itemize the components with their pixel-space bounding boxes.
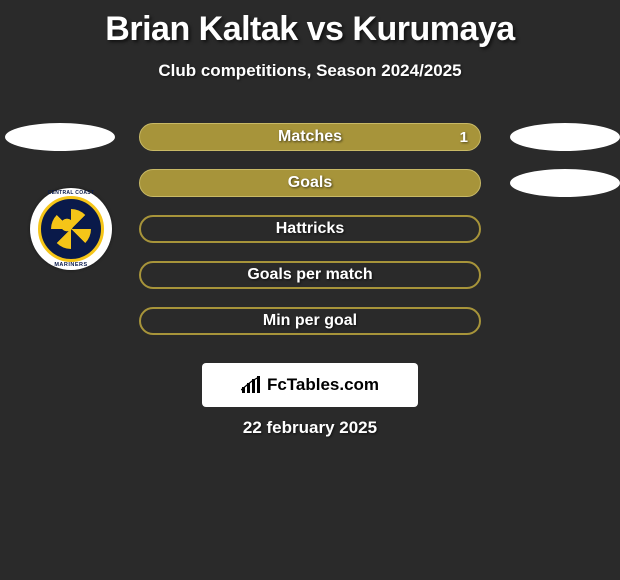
- bar-chart-icon: [241, 376, 263, 394]
- left-score-pill: [5, 123, 115, 151]
- stat-label: Hattricks: [276, 220, 344, 238]
- badge-bottom-text: MARINERS: [30, 262, 112, 268]
- badge-swirl-icon: [51, 209, 91, 249]
- stat-bar: Hattricks: [139, 215, 481, 243]
- stat-bar: Min per goal: [139, 307, 481, 335]
- stat-bar: Goals per match: [139, 261, 481, 289]
- team-badge-left: CENTRAL COAST MARINERS: [30, 188, 112, 270]
- right-score-pill: [510, 123, 620, 151]
- date-label: 22 february 2025: [0, 418, 620, 438]
- site-logo-text: FcTables.com: [267, 375, 379, 395]
- badge-ring: [38, 196, 104, 262]
- page-title: Brian Kaltak vs Kurumaya: [0, 10, 620, 49]
- page-subtitle: Club competitions, Season 2024/2025: [0, 61, 620, 81]
- stat-row: Min per goal: [0, 307, 620, 353]
- stat-label: Min per goal: [263, 312, 357, 330]
- stat-label: Goals: [288, 174, 332, 192]
- stat-label: Matches: [278, 128, 342, 146]
- stat-label: Goals per match: [247, 266, 372, 284]
- right-score-pill: [510, 169, 620, 197]
- stat-row: Matches 1: [0, 123, 620, 169]
- stat-bar: Goals: [139, 169, 481, 197]
- site-logo: FcTables.com: [202, 363, 418, 407]
- stat-value-right: 1: [460, 129, 468, 146]
- stat-bar: Matches 1: [139, 123, 481, 151]
